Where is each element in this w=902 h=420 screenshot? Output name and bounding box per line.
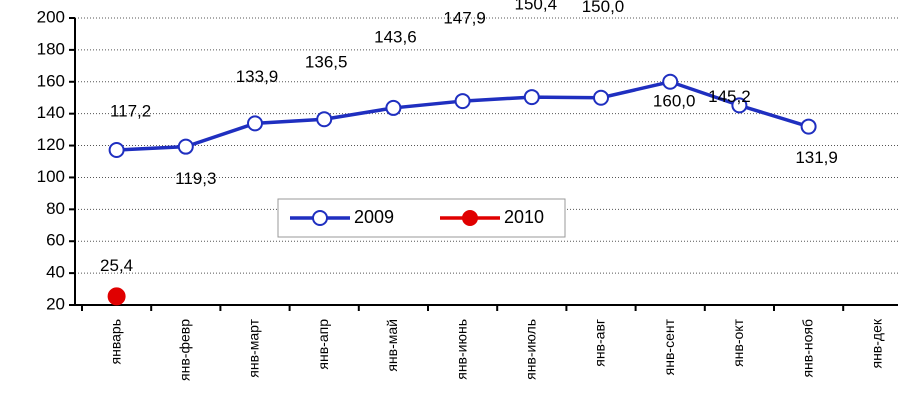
data-point [385,99,402,116]
y-tick-label: 60 [46,231,65,250]
data-label: 117,2 [110,102,151,121]
data-point [731,97,748,114]
data-point [662,73,679,90]
x-tick-label: янв-дек [869,318,885,368]
x-tick-label: янв-авг [592,319,608,367]
data-point [454,93,471,110]
x-tick-label: янв-сент [661,318,677,375]
data-label: 131,9 [795,148,838,167]
data-point [108,142,125,159]
legend-label: 2010 [504,207,544,227]
y-tick-label: 120 [37,135,65,154]
data-label: 136,5 [305,53,348,72]
x-tick-label: янв-февр [177,319,193,381]
y-tick-label: 160 [37,71,65,90]
y-tick-label: 140 [37,103,65,122]
data-label: 143,6 [374,27,417,46]
y-tick-label: 40 [46,263,65,282]
data-label: 25,4 [100,256,133,275]
data-label: 150,0 [582,0,625,16]
data-point [523,89,540,106]
data-label: 150,4 [515,0,558,14]
data-point [107,287,126,306]
data-label: 160,0 [653,91,696,110]
data-label: 145,2 [708,87,751,106]
data-point [247,115,263,132]
x-tick-label: янв-апр [315,319,331,370]
x-tick-label: январь [107,319,123,364]
data-label: 119,3 [175,169,216,188]
y-tick-label: 80 [46,199,65,218]
data-label: 147,9 [443,9,486,28]
legend-marker [462,210,478,226]
data-point [316,111,333,128]
data-point [593,89,609,106]
x-tick-label: янв-июнь [453,319,469,380]
data-point [177,138,194,155]
legend-label: 2009 [354,207,394,227]
x-tick-label: янв-нояб [799,319,815,378]
legend-marker [312,210,328,226]
data-point [800,118,817,135]
y-tick-label: 100 [37,167,65,186]
x-tick-label: янв-март [246,318,262,377]
y-tick-label: 180 [37,39,65,58]
x-tick-label: янв-июль [523,319,539,380]
x-tick-label: янв-май [384,319,400,372]
series-line [116,79,810,152]
y-tick-label: 20 [46,294,65,313]
data-label: 133,9 [236,67,279,86]
y-tick-label: 200 [37,7,65,26]
x-tick-label: янв-окт [730,318,746,366]
